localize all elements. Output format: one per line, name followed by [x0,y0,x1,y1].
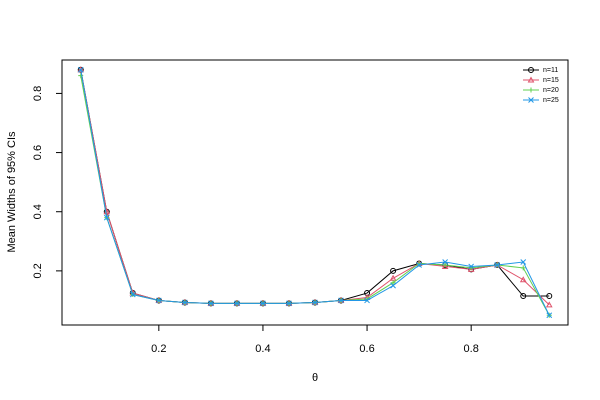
point [546,312,553,319]
point [312,299,318,306]
series-line [80,69,550,306]
point [129,291,136,298]
point [520,265,526,271]
point [520,293,527,300]
legend-marker [528,67,534,73]
legend-marker [528,97,534,103]
point [519,276,527,283]
point [546,293,553,300]
point [78,73,84,79]
point [545,301,553,308]
y-axis-label: Mean Widths of 95% CIs [6,131,18,253]
point [260,300,266,307]
point [494,262,501,268]
point [468,263,475,270]
legend-marker [527,76,535,83]
x-tick-label: 0.6 [359,343,374,355]
point [182,299,188,306]
x-tick-label: 0.4 [255,343,270,355]
point [467,265,475,272]
series-line [80,75,550,316]
plot-frame [61,59,569,326]
point [103,214,110,221]
point [442,262,448,268]
legend-label: n=20 [543,87,559,94]
point [520,259,527,265]
legend-marker [528,87,534,93]
point [390,267,397,274]
legend-label: n=25 [543,97,559,104]
point [416,262,422,268]
point [77,66,84,73]
point [286,300,292,307]
point [441,262,449,269]
series-line [80,69,550,316]
point [390,282,396,289]
point [364,297,370,304]
legend-label: n=11 [543,67,558,74]
point [234,300,240,307]
point [338,297,344,304]
x-tick-label: 0.2 [151,343,166,355]
y-tick-label: 0.6 [32,145,44,160]
point [390,280,396,286]
x-axis-label: θ [312,372,318,384]
legend-label: n=15 [543,77,559,84]
y-tick-label: 0.2 [32,263,44,278]
y-tick-label: 0.4 [32,204,44,219]
y-tick-label: 0.8 [32,86,44,101]
point [155,297,162,304]
point [442,259,448,265]
point [208,300,214,307]
x-tick-label: 0.8 [464,343,479,355]
